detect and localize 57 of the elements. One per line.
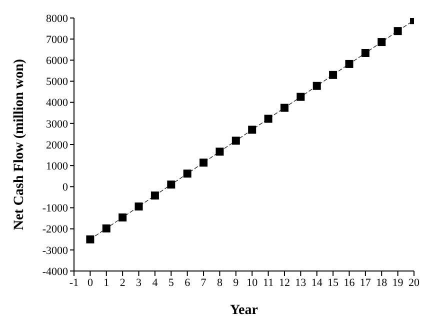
y-tick-label: -1000 — [42, 202, 68, 215]
x-tick-label: 2 — [120, 276, 126, 289]
x-tick-label: 14 — [311, 276, 323, 289]
point — [329, 70, 338, 79]
x-tick-label: 15 — [328, 276, 340, 289]
point — [167, 180, 176, 189]
point — [183, 170, 192, 178]
x-tick-label: 5 — [168, 276, 174, 289]
y-tick-label: 4000 — [46, 97, 68, 110]
y-tick-label: 5000 — [46, 76, 68, 88]
x-tick-label: 6 — [184, 276, 191, 289]
point — [378, 38, 386, 46]
x-tick-label: 12 — [278, 276, 290, 289]
x-tick-label: 10 — [246, 276, 258, 289]
y-axis-title: Net Cash Flow (million won) — [12, 58, 27, 230]
point — [345, 60, 354, 68]
x-tick-label: -1 — [69, 276, 79, 289]
y-tick-label: 7000 — [46, 34, 68, 46]
point — [312, 82, 321, 90]
point — [134, 202, 143, 210]
y-tick-label: 6000 — [46, 55, 68, 68]
point — [264, 114, 272, 123]
point — [86, 235, 94, 244]
x-tick-label: 16 — [344, 276, 356, 289]
y-tick-label: 1000 — [46, 160, 68, 172]
y-tick-label: 2000 — [46, 139, 68, 152]
point — [200, 158, 208, 167]
point — [394, 27, 402, 36]
point — [216, 148, 224, 156]
x-tick-label: 0 — [87, 276, 94, 289]
y-tick-label: -4000 — [42, 266, 68, 278]
x-tick-label: 13 — [295, 276, 307, 289]
y-tick-label: -2000 — [42, 224, 68, 236]
x-tick-label: 7 — [200, 276, 207, 289]
point — [118, 213, 127, 222]
x-tick-label: 8 — [216, 276, 223, 289]
point — [102, 224, 110, 232]
x-tick-label: 17 — [360, 276, 372, 289]
x-tick-label: 18 — [376, 276, 388, 289]
point — [296, 92, 305, 101]
x-tick-label: 4 — [152, 276, 158, 289]
point — [150, 192, 159, 200]
y-tick-label: 3000 — [46, 118, 68, 130]
x-tick-label: 20 — [408, 276, 420, 289]
point — [280, 104, 288, 112]
x-axis-title: Year — [230, 303, 258, 318]
x-tick-label: 3 — [136, 276, 142, 289]
point — [232, 136, 240, 145]
y-tick-label: 0 — [62, 182, 68, 194]
x-tick-label: 9 — [233, 276, 240, 289]
x-tick-label: 19 — [392, 276, 404, 289]
y-tick-label: -3000 — [42, 244, 68, 257]
y-tick-label: 8000 — [46, 12, 68, 25]
point — [248, 126, 256, 134]
x-tick-label: 11 — [262, 276, 274, 289]
point — [361, 49, 370, 57]
x-tick-label: 1 — [104, 276, 110, 289]
